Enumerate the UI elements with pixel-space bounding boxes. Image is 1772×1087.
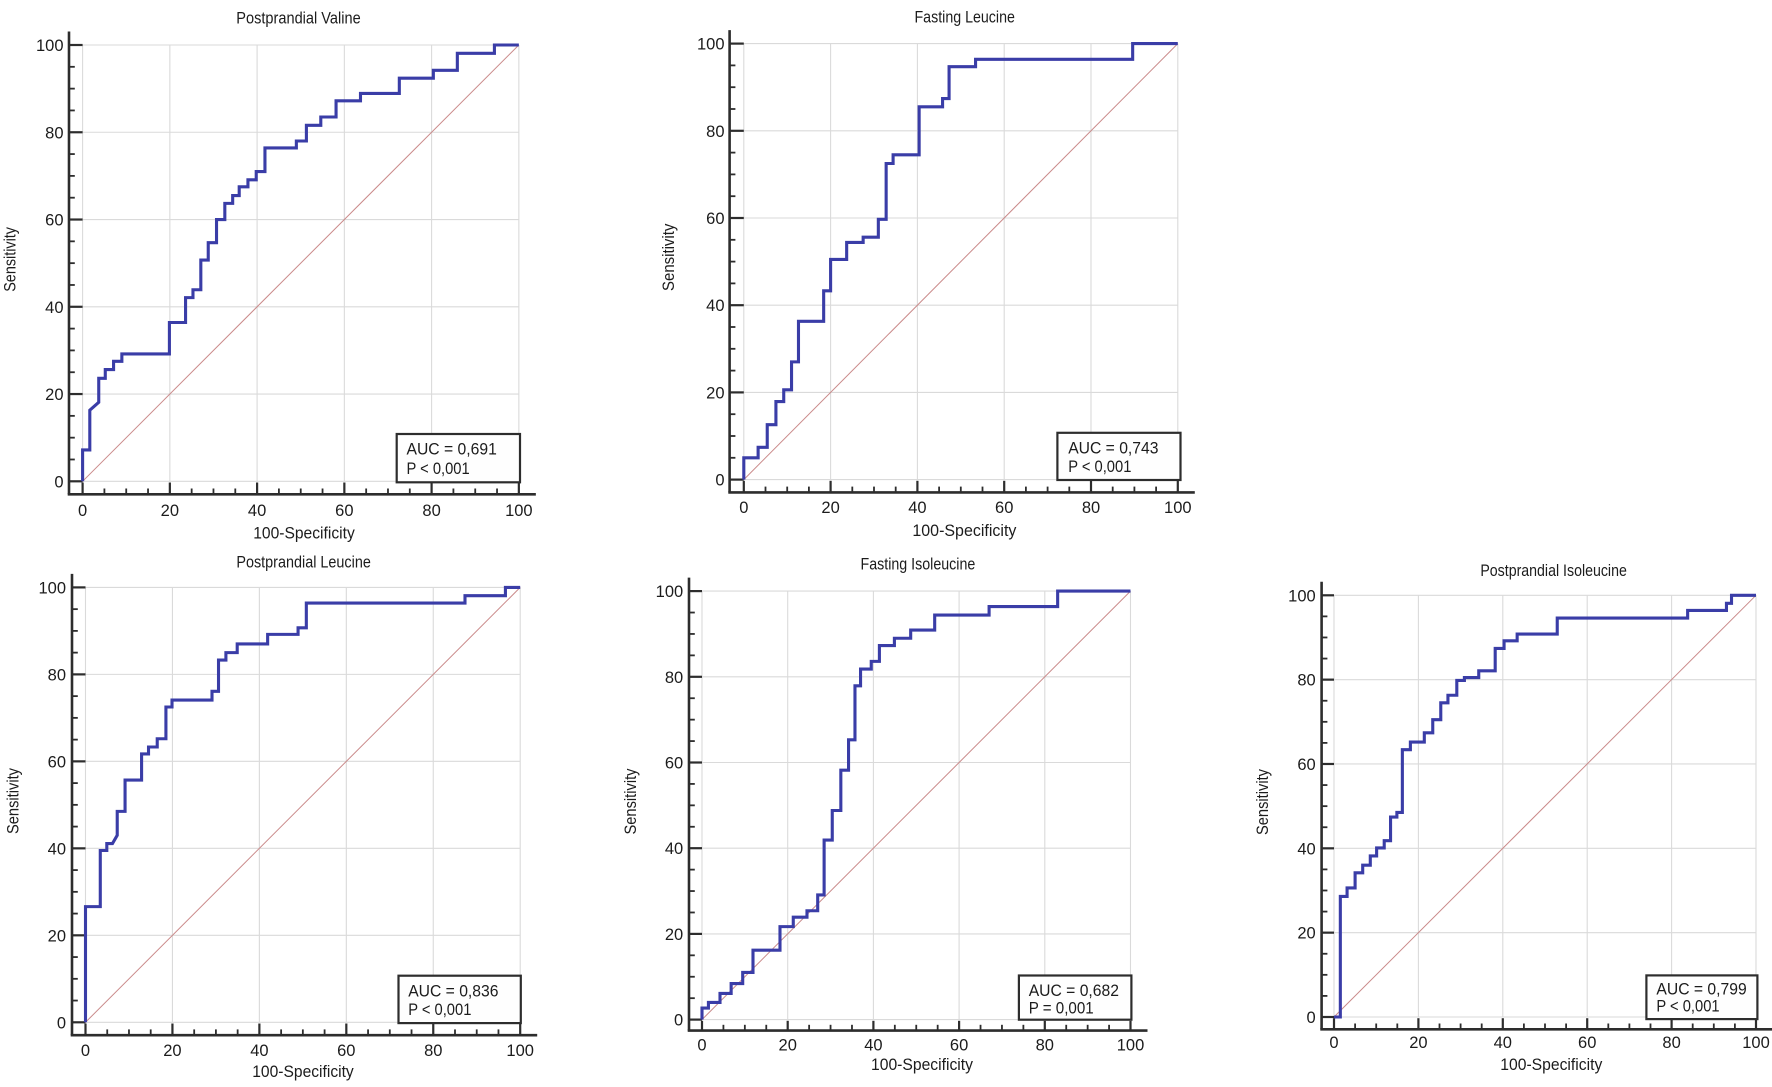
svg-text:100: 100 — [697, 36, 725, 54]
svg-text:20: 20 — [1409, 1034, 1427, 1052]
svg-text:60: 60 — [1297, 756, 1315, 774]
svg-text:P < 0,001: P < 0,001 — [1656, 998, 1719, 1016]
svg-text:20: 20 — [161, 502, 179, 520]
svg-text:0: 0 — [739, 499, 748, 517]
svg-text:20: 20 — [779, 1037, 797, 1055]
svg-text:100-Specificity: 100-Specificity — [252, 1063, 354, 1081]
svg-text:0: 0 — [1329, 1034, 1338, 1052]
svg-text:Sensitivity: Sensitivity — [660, 223, 678, 291]
svg-text:P < 0,001: P < 0,001 — [407, 460, 470, 478]
svg-text:40: 40 — [45, 299, 63, 317]
svg-text:0: 0 — [697, 1037, 706, 1055]
svg-text:100: 100 — [1742, 1034, 1770, 1052]
svg-text:100: 100 — [506, 1042, 534, 1060]
svg-text:100-Specificity: 100-Specificity — [1500, 1056, 1603, 1074]
svg-text:20: 20 — [821, 499, 839, 517]
svg-text:100: 100 — [36, 37, 64, 55]
svg-text:40: 40 — [1494, 1034, 1512, 1052]
svg-text:Postprandial Leucine: Postprandial Leucine — [236, 554, 371, 572]
svg-text:100-Specificity: 100-Specificity — [871, 1056, 974, 1074]
svg-text:20: 20 — [48, 927, 66, 945]
svg-text:40: 40 — [864, 1037, 882, 1055]
svg-text:AUC = 0,743: AUC = 0,743 — [1068, 440, 1158, 458]
svg-text:20: 20 — [665, 926, 683, 944]
svg-text:P < 0,001: P < 0,001 — [408, 1001, 471, 1019]
svg-text:80: 80 — [706, 123, 724, 141]
svg-text:60: 60 — [45, 212, 63, 230]
svg-text:P < 0,001: P < 0,001 — [1068, 458, 1131, 476]
svg-text:60: 60 — [706, 210, 724, 228]
svg-text:60: 60 — [950, 1037, 968, 1055]
svg-text:Sensitivity: Sensitivity — [5, 767, 23, 834]
svg-text:80: 80 — [1662, 1034, 1680, 1052]
svg-text:40: 40 — [1297, 840, 1315, 858]
svg-text:100-Specificity: 100-Specificity — [253, 524, 355, 542]
svg-text:40: 40 — [908, 499, 926, 517]
svg-text:60: 60 — [337, 1042, 355, 1060]
svg-text:80: 80 — [1036, 1037, 1054, 1055]
svg-text:AUC = 0,682: AUC = 0,682 — [1029, 982, 1119, 1000]
svg-text:60: 60 — [995, 499, 1013, 517]
svg-text:100: 100 — [38, 579, 66, 597]
svg-text:Postprandial Isoleucine: Postprandial Isoleucine — [1480, 562, 1627, 580]
svg-text:0: 0 — [674, 1012, 683, 1030]
svg-text:100: 100 — [1117, 1037, 1145, 1055]
svg-text:AUC = 0,799: AUC = 0,799 — [1656, 981, 1746, 999]
svg-text:Fasting Isoleucine: Fasting Isoleucine — [861, 556, 976, 574]
svg-text:0: 0 — [57, 1014, 66, 1032]
svg-text:60: 60 — [1578, 1034, 1596, 1052]
svg-text:100: 100 — [505, 502, 533, 520]
svg-text:40: 40 — [48, 840, 66, 858]
svg-text:Sensitivity: Sensitivity — [622, 768, 640, 835]
svg-text:100: 100 — [656, 583, 684, 601]
svg-text:P = 0,001: P = 0,001 — [1029, 999, 1094, 1017]
svg-text:20: 20 — [1297, 925, 1315, 943]
svg-text:AUC = 0,836: AUC = 0,836 — [408, 983, 498, 1001]
svg-text:80: 80 — [45, 124, 63, 142]
svg-text:100-Specificity: 100-Specificity — [912, 522, 1017, 540]
svg-text:20: 20 — [45, 386, 63, 404]
svg-text:80: 80 — [1297, 672, 1315, 690]
svg-text:0: 0 — [715, 472, 724, 490]
svg-text:0: 0 — [1307, 1009, 1316, 1027]
svg-text:80: 80 — [424, 1042, 442, 1060]
svg-text:Sensitivity: Sensitivity — [2, 226, 20, 291]
svg-text:0: 0 — [81, 1042, 90, 1060]
svg-text:80: 80 — [48, 666, 66, 684]
svg-text:Postprandial Valine: Postprandial Valine — [236, 10, 360, 28]
svg-text:100: 100 — [1164, 499, 1192, 517]
svg-text:Fasting Leucine: Fasting Leucine — [915, 9, 1015, 27]
svg-text:40: 40 — [250, 1042, 268, 1060]
svg-text:60: 60 — [48, 753, 66, 771]
svg-text:20: 20 — [706, 384, 724, 402]
svg-text:40: 40 — [706, 297, 724, 315]
svg-text:80: 80 — [422, 502, 440, 520]
svg-text:Sensitivity: Sensitivity — [1254, 768, 1272, 835]
svg-text:80: 80 — [1082, 499, 1100, 517]
svg-text:100: 100 — [1288, 587, 1316, 605]
svg-text:0: 0 — [54, 473, 63, 491]
svg-text:AUC = 0,691: AUC = 0,691 — [407, 440, 497, 458]
svg-text:40: 40 — [248, 502, 266, 520]
svg-text:20: 20 — [163, 1042, 181, 1060]
svg-text:80: 80 — [665, 669, 683, 687]
svg-text:0: 0 — [78, 502, 87, 520]
svg-text:60: 60 — [665, 755, 683, 773]
svg-text:40: 40 — [665, 840, 683, 858]
svg-text:60: 60 — [335, 502, 353, 520]
